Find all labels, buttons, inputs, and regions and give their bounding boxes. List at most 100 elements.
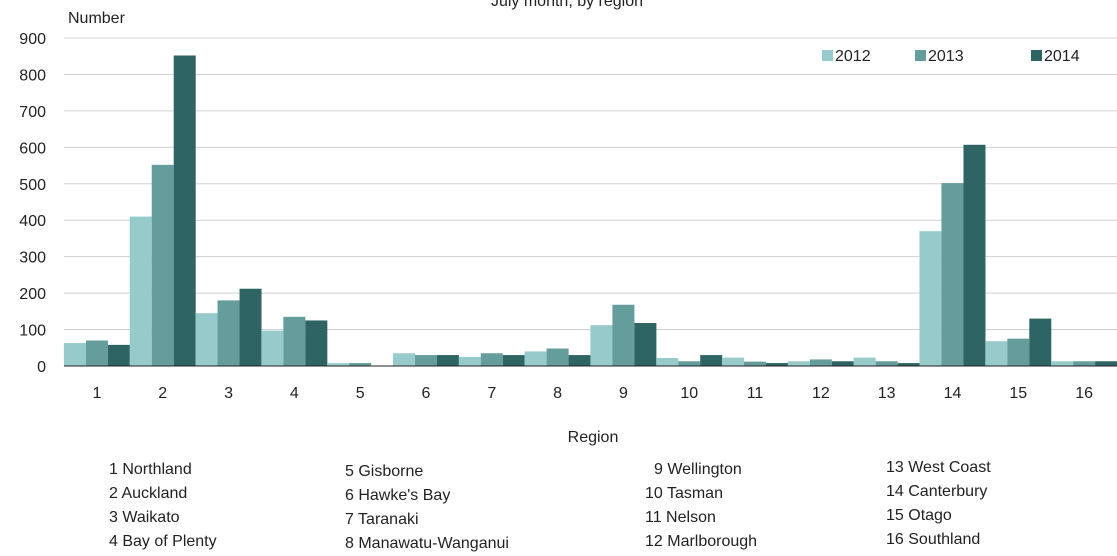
y-tick-label: 200 <box>19 286 46 303</box>
region-key-item: 6 Hawke's Bay <box>345 487 451 504</box>
y-tick-label: 300 <box>19 250 46 267</box>
bar-2014-9 <box>634 322 657 366</box>
bar-2013-2 <box>151 164 174 366</box>
bar-2014-16 <box>1095 361 1117 366</box>
bar-2013-5 <box>349 363 372 366</box>
bar-2014-12 <box>831 361 854 366</box>
bar-2013-16 <box>1073 361 1096 366</box>
bar-2013-11 <box>744 361 767 366</box>
x-axis-label: Region <box>568 429 619 446</box>
legend-swatch-2012 <box>822 50 833 61</box>
bar-2012-14 <box>919 231 942 366</box>
y-tick-label: 900 <box>19 31 46 48</box>
bar-2013-8 <box>546 348 569 366</box>
region-key-item: 2 Auckland <box>109 485 188 502</box>
bar-2013-6 <box>414 355 437 366</box>
x-tick-label: 16 <box>1075 385 1093 402</box>
bar-2013-15 <box>1007 338 1030 366</box>
bar-2012-4 <box>261 330 284 366</box>
bars <box>63 55 1117 366</box>
region-key-item: 10 Tasman <box>645 485 723 502</box>
bar-2012-12 <box>787 361 810 366</box>
bar-2012-2 <box>129 216 152 366</box>
bar-2013-9 <box>612 304 635 366</box>
bar-2014-15 <box>1029 318 1052 366</box>
legend-label: 2013 <box>928 48 964 65</box>
x-tick-label: 15 <box>1009 385 1027 402</box>
region-key-item: 3 Waikato <box>109 509 180 526</box>
bar-2012-15 <box>985 341 1008 366</box>
x-tick-label: 3 <box>224 385 233 402</box>
region-key-col3: 9 Wellington 10 Tasman 11 Nelson 12 Marl… <box>645 458 757 554</box>
legend-label: 2014 <box>1044 48 1080 65</box>
region-key-col1: 1 Northland 2 Auckland 3 Waikato 4 Bay o… <box>109 458 217 554</box>
region-key-item: 5 Gisborne <box>345 463 424 480</box>
bar-2014-4 <box>305 320 328 366</box>
bar-2014-7 <box>502 355 525 366</box>
bar-2013-12 <box>809 359 832 366</box>
bar-2014-6 <box>436 355 459 366</box>
region-key-item: 15 Otago <box>886 507 952 524</box>
x-tick-label: 7 <box>487 385 496 402</box>
region-key-item: 7 Taranaki <box>345 511 419 528</box>
bar-2013-4 <box>283 316 306 366</box>
region-key-item: 11 Nelson <box>645 509 716 526</box>
bar-2014-14 <box>963 144 986 366</box>
x-tick-label: 12 <box>812 385 830 402</box>
y-tick-labels: 0 100 200 300 400 500 600 700 800 900 <box>19 31 46 376</box>
bar-2014-11 <box>766 363 789 366</box>
y-tick-label: 600 <box>19 140 46 157</box>
bar-2014-2 <box>173 55 196 366</box>
bar-2014-1 <box>107 344 130 366</box>
bar-2012-5 <box>327 363 350 366</box>
legend-swatch-2014 <box>1031 50 1042 61</box>
region-key-item: 4 Bay of Plenty <box>109 533 217 550</box>
bar-2012-7 <box>458 356 481 366</box>
legend-swatch-2013 <box>915 50 926 61</box>
y-tick-label: 100 <box>19 323 46 340</box>
bar-2012-13 <box>853 357 876 366</box>
legend-label: 2012 <box>835 48 871 65</box>
region-key-item: 1 Northland <box>109 461 192 478</box>
bar-2012-11 <box>722 357 745 366</box>
region-key-item: 9 Wellington <box>654 461 742 478</box>
y-tick-label: 400 <box>19 213 46 230</box>
bar-2013-1 <box>85 340 108 366</box>
region-key-item: 16 Southland <box>886 531 981 548</box>
bar-2012-3 <box>195 313 218 366</box>
x-tick-labels: 1 2 3 4 5 6 7 8 9 10 11 12 13 14 15 16 <box>92 385 1093 402</box>
x-tick-label: 13 <box>878 385 896 402</box>
y-tick-label: 500 <box>19 177 46 194</box>
y-tick-label: 800 <box>19 67 46 84</box>
chart-title: July month, by region <box>491 0 643 10</box>
bar-2013-14 <box>941 183 964 366</box>
x-tick-label: 4 <box>290 385 299 402</box>
legend: 2012 2013 2014 <box>822 48 1080 65</box>
bar-2013-3 <box>217 300 240 366</box>
bar-2012-9 <box>590 325 613 366</box>
x-tick-label: 1 <box>92 385 101 402</box>
region-key-col4: 13 West Coast 14 Canterbury 15 Otago 16 … <box>886 456 991 552</box>
y-axis-label: Number <box>68 10 126 27</box>
region-key-item: 14 Canterbury <box>886 483 988 500</box>
bar-2012-1 <box>63 343 86 366</box>
x-tick-label: 6 <box>422 385 431 402</box>
region-key-item: 8 Manawatu-Wanganui <box>345 535 509 552</box>
y-tick-label: 0 <box>37 359 46 376</box>
bar-2013-10 <box>678 361 701 366</box>
bar-2013-7 <box>480 353 503 366</box>
x-tick-label: 8 <box>553 385 562 402</box>
region-key-item: 12 Marlborough <box>645 533 758 550</box>
bar-2014-3 <box>239 288 262 366</box>
x-tick-label: 11 <box>747 385 764 402</box>
y-tick-label: 700 <box>19 104 46 121</box>
bar-2012-6 <box>392 353 415 366</box>
bar-2012-10 <box>656 357 679 366</box>
bar-2013-13 <box>875 361 898 366</box>
x-tick-label: 5 <box>356 385 365 402</box>
region-key-item: 13 West Coast <box>886 459 991 476</box>
x-tick-label: 9 <box>619 385 628 402</box>
bar-2014-10 <box>700 355 723 366</box>
x-tick-label: 10 <box>680 385 698 402</box>
